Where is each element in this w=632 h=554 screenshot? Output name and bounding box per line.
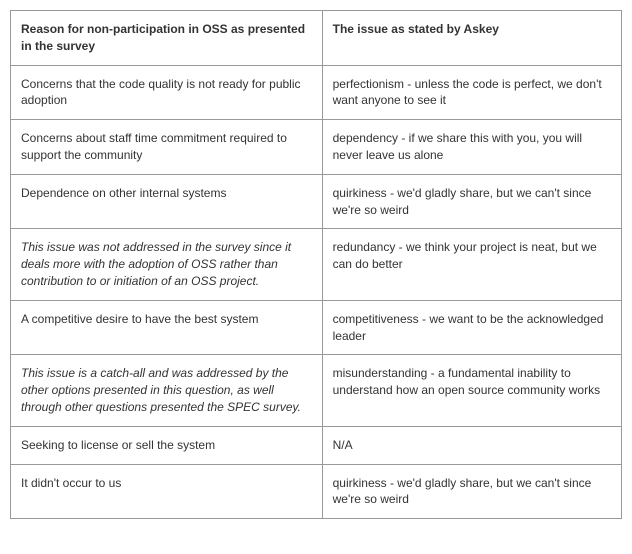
table-row: Dependence on other internal systemsquir… (11, 174, 622, 229)
table-row: It didn't occur to usquirkiness - we'd g… (11, 464, 622, 519)
table-row: A competitive desire to have the best sy… (11, 300, 622, 355)
oss-reasons-table: Reason for non-participation in OSS as p… (10, 10, 622, 519)
table-row: This issue was not addressed in the surv… (11, 229, 622, 300)
table-row: This issue is a catch-all and was addres… (11, 355, 622, 426)
cell-reason: It didn't occur to us (11, 464, 323, 519)
table-body: Concerns that the code quality is not re… (11, 65, 622, 519)
cell-reason: This issue is a catch-all and was addres… (11, 355, 323, 426)
cell-reason: Concerns that the code quality is not re… (11, 65, 323, 120)
cell-issue: quirkiness - we'd gladly share, but we c… (322, 174, 621, 229)
cell-issue: perfectionism - unless the code is perfe… (322, 65, 621, 120)
column-header-reason: Reason for non-participation in OSS as p… (11, 11, 323, 66)
table-row: Concerns that the code quality is not re… (11, 65, 622, 120)
cell-reason: This issue was not addressed in the surv… (11, 229, 323, 300)
cell-issue: N/A (322, 426, 621, 464)
cell-issue: redundancy - we think your project is ne… (322, 229, 621, 300)
table-header-row: Reason for non-participation in OSS as p… (11, 11, 622, 66)
cell-issue: misunderstanding - a fundamental inabili… (322, 355, 621, 426)
cell-issue: quirkiness - we'd gladly share, but we c… (322, 464, 621, 519)
cell-issue: competitiveness - we want to be the ackn… (322, 300, 621, 355)
table-row: Seeking to license or sell the systemN/A (11, 426, 622, 464)
cell-reason: Seeking to license or sell the system (11, 426, 323, 464)
cell-reason: Concerns about staff time commitment req… (11, 120, 323, 175)
column-header-issue: The issue as stated by Askey (322, 11, 621, 66)
cell-reason: A competitive desire to have the best sy… (11, 300, 323, 355)
cell-reason: Dependence on other internal systems (11, 174, 323, 229)
table-row: Concerns about staff time commitment req… (11, 120, 622, 175)
cell-issue: dependency - if we share this with you, … (322, 120, 621, 175)
